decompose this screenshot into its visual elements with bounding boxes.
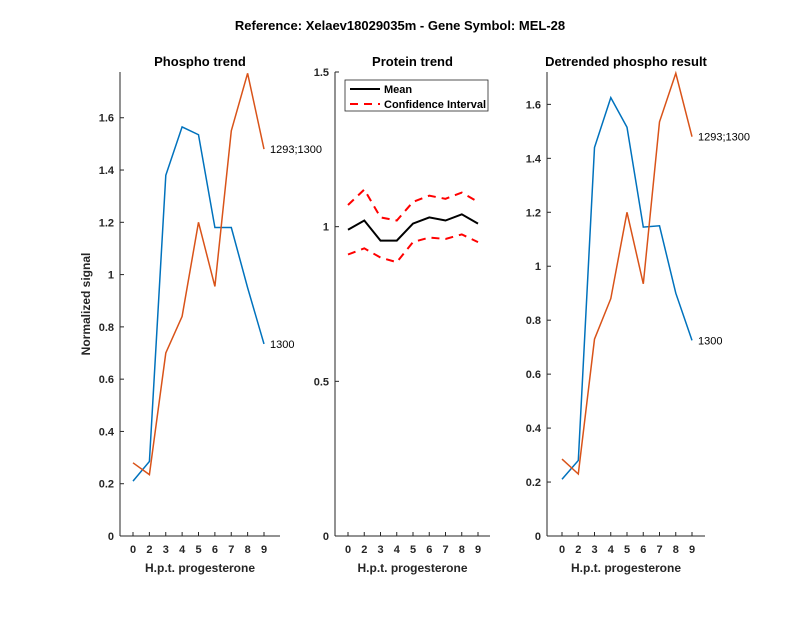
x-tick-label: 3 <box>163 544 169 556</box>
y-tick-label: 0 <box>323 531 329 543</box>
x-tick-label: 4 <box>179 544 186 556</box>
x-tick-label: 5 <box>410 544 416 556</box>
x-tick-label: 3 <box>377 544 383 556</box>
x-tick-label: 7 <box>228 544 234 556</box>
axes-3: Detrended phospho result 0 0.2 0.4 0.6 0.8 1 1.… <box>526 54 750 575</box>
series-end-label: 1293;1300 <box>698 132 750 144</box>
x-tick-label: 7 <box>442 544 448 556</box>
x-tick-label: 7 <box>656 544 662 556</box>
y-tick-label: 0 <box>108 531 114 543</box>
y-tick-label: 0 <box>535 531 541 543</box>
x-tick-label: 2 <box>575 544 581 556</box>
y-tick-label: 1 <box>535 261 541 273</box>
x-tick-label: 5 <box>195 544 201 556</box>
series-line-mean <box>347 213 479 242</box>
x-tick-label: 6 <box>212 544 218 556</box>
series-line-confidence-interval-lower- <box>347 233 479 264</box>
series-end-label: 1293;1300 <box>270 144 322 156</box>
series-line-1293-1300 <box>561 70 693 476</box>
axes-title: Phospho trend <box>154 54 246 69</box>
x-tick-label: 8 <box>673 544 679 556</box>
y-tick-label: 1.6 <box>526 99 541 111</box>
y-tick-label: 1 <box>108 270 114 282</box>
series-end-label: 1300 <box>698 335 722 347</box>
x-tick-label: 2 <box>361 544 367 556</box>
x-tick-label: 6 <box>426 544 432 556</box>
x-tick-label: 9 <box>475 544 481 556</box>
y-tick-label: 1.4 <box>526 153 542 165</box>
legend: Mean Confidence Interval <box>344 79 489 112</box>
y-tick-label: 0.2 <box>99 479 114 491</box>
x-axis-label: H.p.t. progesterone <box>571 561 681 575</box>
suptitle: Reference: Xelaev18029035m - Gene Symbol… <box>235 18 565 33</box>
axes-title: Detrended phospho result <box>545 54 707 69</box>
axes-title: Protein trend <box>372 54 453 69</box>
y-tick-label: 1 <box>323 222 329 234</box>
y-tick-label: 0.4 <box>526 423 542 435</box>
x-tick-label: 3 <box>591 544 597 556</box>
y-tick-label: 0.8 <box>526 315 541 327</box>
x-tick-label: 9 <box>689 544 695 556</box>
y-tick-label: 0.5 <box>314 376 329 388</box>
x-tick-label: 2 <box>146 544 152 556</box>
y-tick-label: 0.6 <box>99 374 114 386</box>
x-tick-label: 5 <box>624 544 630 556</box>
x-tick-label: 6 <box>640 544 646 556</box>
y-tick-label: 1.2 <box>99 217 114 229</box>
y-tick-label: 1.4 <box>99 165 115 177</box>
y-tick-label: 0.8 <box>99 322 114 334</box>
x-tick-label: 8 <box>245 544 251 556</box>
x-tick-label: 0 <box>130 544 136 556</box>
y-tick-label: 1.6 <box>99 113 114 125</box>
x-tick-label: 9 <box>261 544 267 556</box>
x-axis-label: H.p.t. progesterone <box>357 561 467 575</box>
x-tick-label: 0 <box>345 544 351 556</box>
x-tick-label: 4 <box>394 544 401 556</box>
y-tick-label: 0.6 <box>526 369 541 381</box>
legend-box <box>344 79 489 112</box>
x-tick-label: 4 <box>608 544 615 556</box>
y-tick-label: 1.2 <box>526 207 541 219</box>
series-line-1300 <box>132 125 265 482</box>
series-end-label: 1300 <box>270 339 294 351</box>
y-axis-label: Normalized signal <box>79 253 93 356</box>
series-line-1300 <box>561 95 693 480</box>
y-tick-label: 0.2 <box>526 477 541 489</box>
x-axis-label: H.p.t. progesterone <box>145 561 255 575</box>
x-tick-label: 0 <box>559 544 565 556</box>
legend-label: Confidence Interval <box>384 99 486 111</box>
series-line-confidence-interval-upper- <box>347 187 479 222</box>
x-tick-label: 8 <box>459 544 465 556</box>
y-tick-label: 0.4 <box>99 426 115 438</box>
legend-label: Mean <box>384 84 412 96</box>
y-tick-label: 1.5 <box>314 67 329 79</box>
